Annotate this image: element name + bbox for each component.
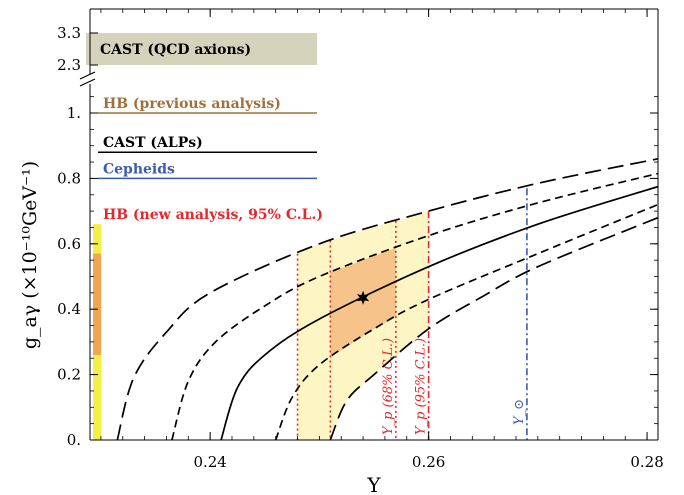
curves	[116, 157, 658, 440]
vertical-line-label-3: Y_p (95% C.L.)	[414, 338, 429, 435]
curve-2	[274, 203, 658, 440]
y-tick-label-1: 0.2	[57, 366, 81, 384]
y-axis-title: g_aγ (×10⁻¹⁰GeV⁻¹)	[19, 161, 41, 349]
curve-3	[116, 157, 658, 440]
plot-frame	[79, 8, 659, 441]
confidence-regions	[297, 211, 429, 440]
hb-new-bar-68	[93, 253, 101, 355]
axis-break-mark-2	[79, 78, 96, 87]
y-tick-label-0: 0.	[67, 431, 81, 449]
x-tick-label-0: 0.24	[193, 453, 226, 471]
curve-4	[329, 216, 658, 440]
y-tick-label-2: 0.4	[57, 300, 81, 318]
y-broken-tick-label-0: 2.3	[57, 56, 81, 74]
x-tick-label-2: 0.28	[630, 453, 663, 471]
y-tick-label-3: 0.6	[57, 235, 81, 253]
bound-label-3: HB (new analysis, 95% C.L.)	[103, 207, 323, 223]
best-fit-star	[357, 290, 370, 305]
y-broken-tick-label-1: 3.3	[57, 24, 81, 42]
bound-label-0: HB (previous analysis)	[103, 96, 281, 112]
vertical-lines: Y_p (68% C.L.) Y_p (95% C.L.) Y_⊙	[296, 188, 528, 440]
y-tick-label-4: 0.8	[57, 169, 81, 187]
curve-0	[220, 185, 658, 440]
x-axis-title: Y	[366, 473, 381, 495]
labels: Yg_aγ (×10⁻¹⁰GeV⁻¹)	[19, 161, 381, 495]
cast-qcd-band	[86, 33, 317, 65]
x-tick-label-1: 0.26	[412, 453, 445, 471]
bound-label-1: CAST (ALPs)	[103, 135, 203, 151]
vertical-line-label-2: Y_p (68% C.L.)	[381, 338, 396, 435]
vertical-line-label-4: Y_⊙	[512, 399, 527, 425]
y-tick-label-5: 1.	[67, 104, 81, 122]
cast-qcd-label: CAST (QCD axions)	[100, 42, 251, 58]
axis-break-mark-1	[79, 71, 96, 80]
axis-ticks: 0.24 0.26 0.28 0. 0.2 0.4 0.6 0.8 1. 2.3 3.3	[57, 9, 664, 471]
bound-label-2: Cepheids	[103, 161, 175, 177]
horizontal-bounds: HB (previous analysis) CAST (ALPs) Cepheid…	[86, 33, 323, 440]
